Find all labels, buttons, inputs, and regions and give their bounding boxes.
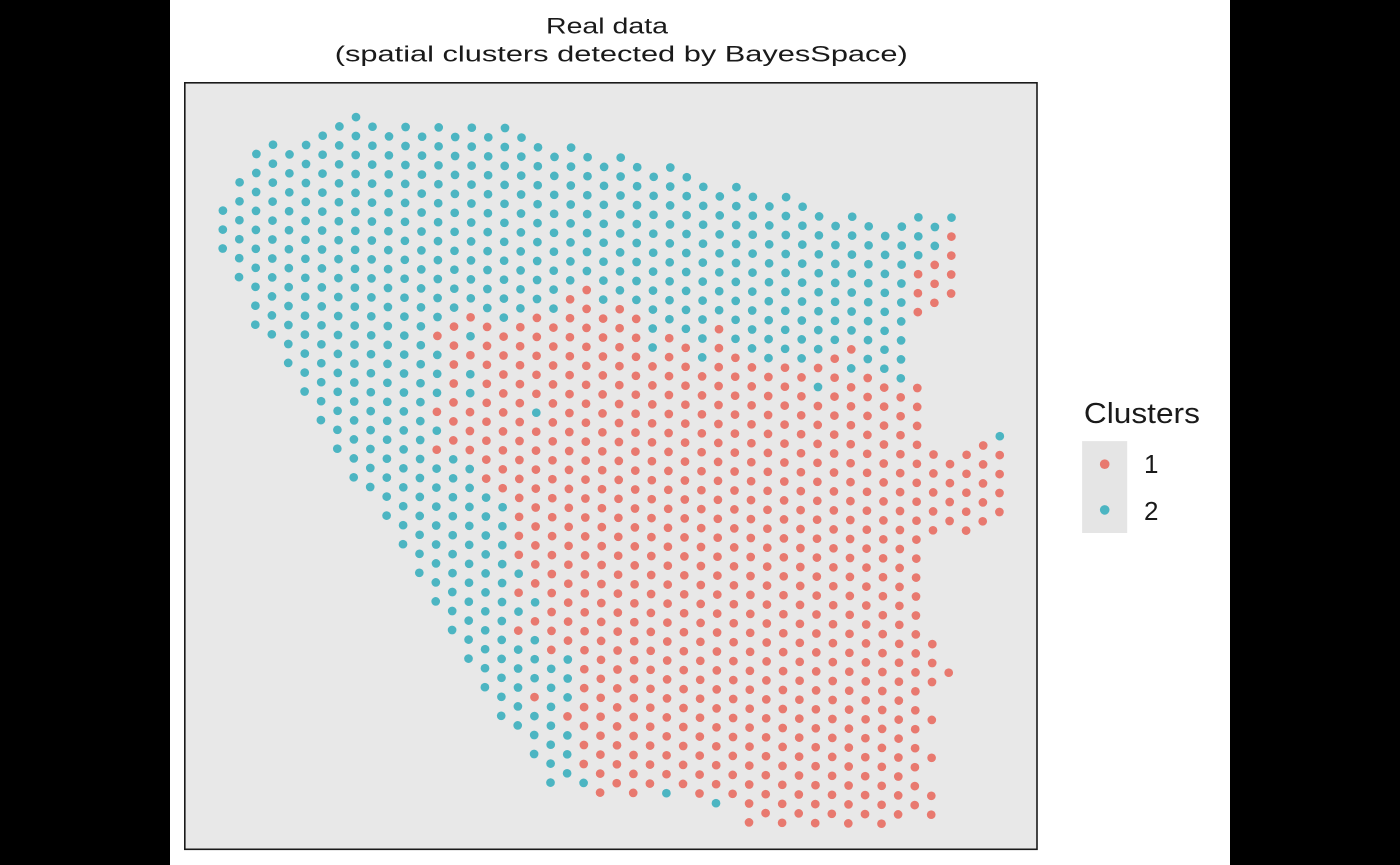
svg-text:2: 2 bbox=[1144, 496, 1158, 526]
svg-text:1: 1 bbox=[1144, 449, 1158, 479]
svg-text:(spatial clusters detected by: (spatial clusters detected by BayesSpace… bbox=[335, 42, 908, 67]
svg-text:Real data: Real data bbox=[546, 13, 669, 38]
svg-text:Clusters: Clusters bbox=[1084, 398, 1200, 430]
